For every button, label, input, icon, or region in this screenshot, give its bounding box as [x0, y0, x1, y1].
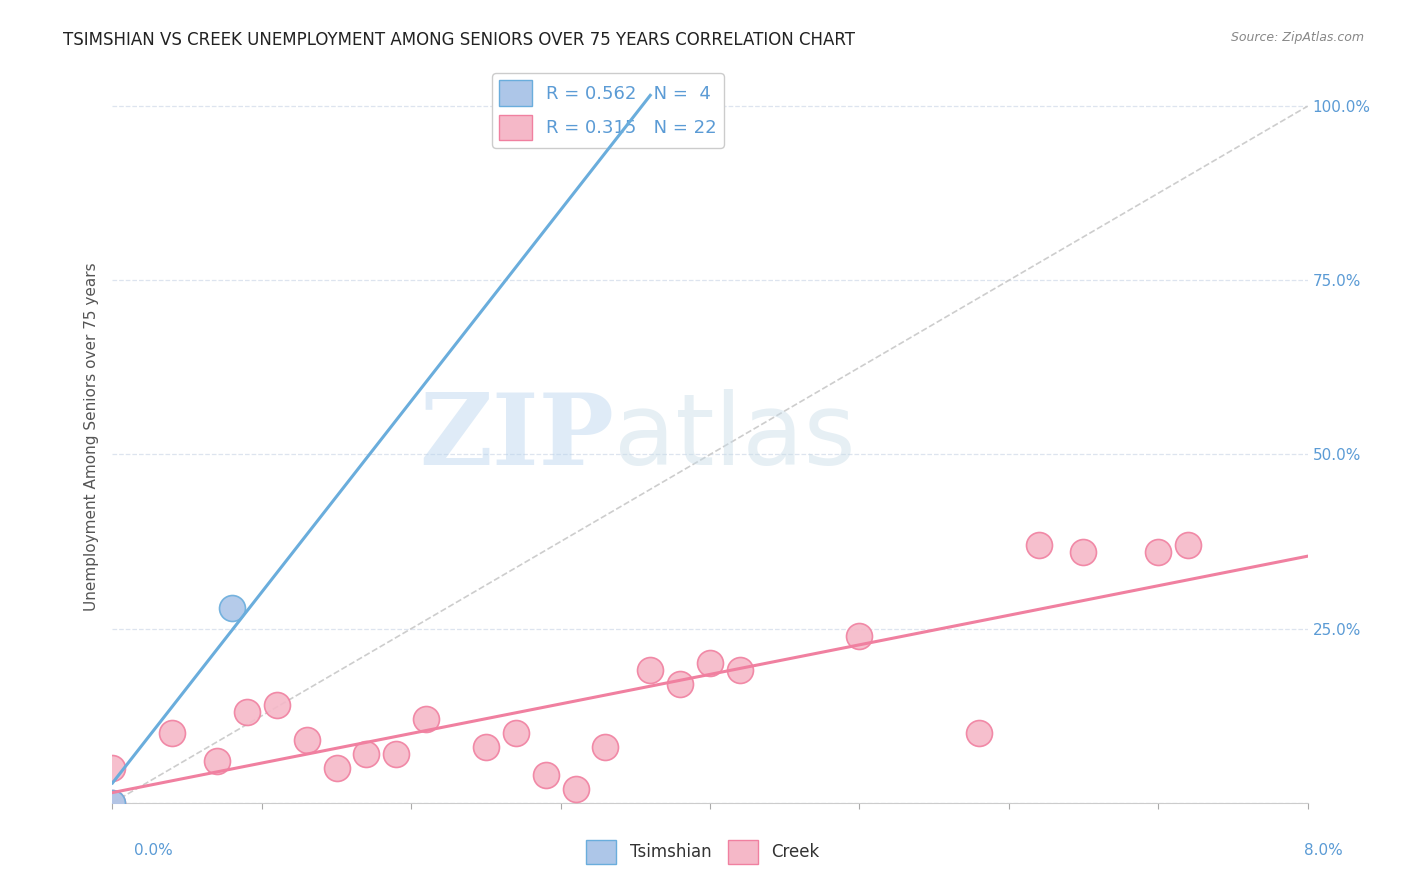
- Legend: Tsimshian, Creek: Tsimshian, Creek: [579, 833, 827, 871]
- Legend: R = 0.562   N =  4, R = 0.315   N = 22: R = 0.562 N = 4, R = 0.315 N = 22: [492, 73, 724, 148]
- Text: 0.0%: 0.0%: [134, 843, 173, 858]
- Point: [967, 726, 990, 740]
- Point: [534, 768, 557, 782]
- Point: [564, 781, 586, 796]
- Point: [356, 747, 378, 761]
- Text: 8.0%: 8.0%: [1303, 843, 1343, 858]
- Text: ZIP: ZIP: [419, 389, 614, 485]
- Point: [595, 740, 617, 755]
- Point: [609, 99, 631, 113]
- Point: [101, 796, 124, 810]
- Point: [640, 664, 662, 678]
- Text: Source: ZipAtlas.com: Source: ZipAtlas.com: [1230, 31, 1364, 45]
- Point: [236, 705, 259, 719]
- Point: [162, 726, 183, 740]
- Point: [505, 726, 527, 740]
- Point: [654, 99, 676, 113]
- Point: [848, 629, 870, 643]
- Point: [669, 677, 692, 691]
- Point: [1073, 545, 1095, 559]
- Point: [325, 761, 347, 775]
- Point: [1028, 538, 1050, 552]
- Point: [101, 796, 124, 810]
- Point: [385, 747, 408, 761]
- Point: [699, 657, 721, 671]
- Y-axis label: Unemployment Among Seniors over 75 years: Unemployment Among Seniors over 75 years: [84, 263, 100, 611]
- Point: [205, 754, 228, 768]
- Point: [475, 740, 498, 755]
- Text: TSIMSHIAN VS CREEK UNEMPLOYMENT AMONG SENIORS OVER 75 YEARS CORRELATION CHART: TSIMSHIAN VS CREEK UNEMPLOYMENT AMONG SE…: [63, 31, 855, 49]
- Point: [728, 664, 751, 678]
- Point: [266, 698, 288, 713]
- Point: [101, 761, 124, 775]
- Point: [415, 712, 437, 726]
- Point: [1147, 545, 1170, 559]
- Point: [221, 600, 243, 615]
- Text: atlas: atlas: [614, 389, 856, 485]
- Point: [1177, 538, 1199, 552]
- Point: [295, 733, 318, 747]
